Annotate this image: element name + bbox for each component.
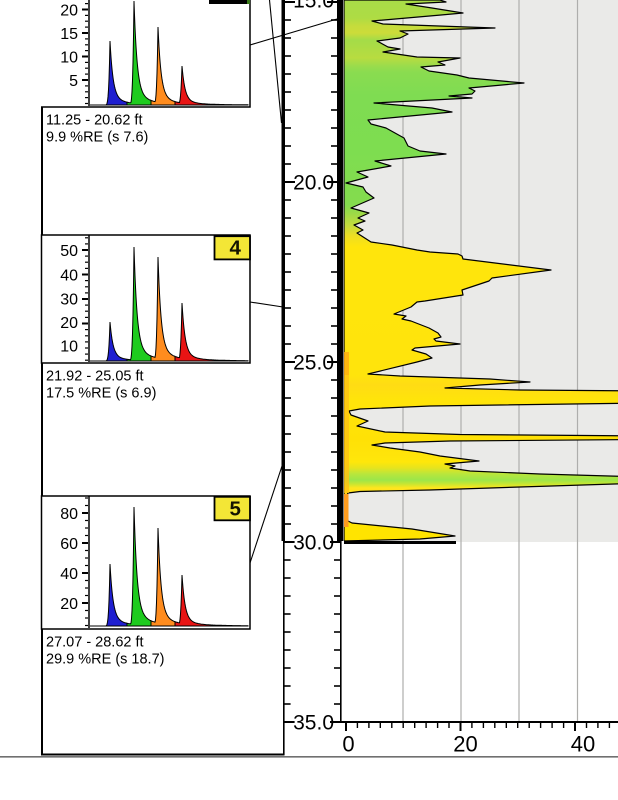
svg-text:29.9 %RE (s 18.7): 29.9 %RE (s 18.7) [46, 652, 164, 668]
svg-text:25.0: 25.0 [293, 352, 334, 375]
svg-text:20: 20 [453, 732, 477, 757]
svg-text:15.0: 15.0 [293, 0, 334, 13]
svg-text:27.07 - 28.62 ft: 27.07 - 28.62 ft [46, 635, 144, 651]
svg-text:9.9 %RE (s 7.6): 9.9 %RE (s 7.6) [46, 130, 148, 146]
svg-text:40: 40 [60, 566, 78, 583]
svg-text:40: 40 [60, 268, 78, 285]
svg-text:10: 10 [60, 339, 78, 356]
svg-text:20: 20 [60, 315, 78, 332]
svg-text:15: 15 [60, 26, 78, 43]
svg-text:5: 5 [69, 73, 78, 90]
svg-text:5: 5 [230, 497, 241, 520]
svg-text:4: 4 [230, 236, 242, 259]
svg-text:10: 10 [60, 50, 78, 67]
svg-text:20: 20 [60, 596, 78, 613]
svg-text:20.0: 20.0 [293, 172, 334, 195]
svg-text:50: 50 [60, 243, 78, 260]
svg-text:30.0: 30.0 [293, 532, 334, 555]
svg-text:40: 40 [571, 732, 595, 757]
svg-text:17.5 %RE (s 6.9): 17.5 %RE (s 6.9) [46, 386, 156, 402]
svg-text:21.92 - 25.05 ft: 21.92 - 25.05 ft [46, 369, 144, 385]
svg-text:30: 30 [60, 292, 78, 309]
svg-text:11.25 - 20.62 ft: 11.25 - 20.62 ft [46, 113, 142, 129]
svg-text:20: 20 [60, 3, 78, 20]
svg-text:60: 60 [60, 536, 78, 553]
svg-text:35.0: 35.0 [293, 712, 334, 735]
svg-text:0: 0 [342, 732, 354, 757]
svg-text:80: 80 [60, 506, 78, 523]
